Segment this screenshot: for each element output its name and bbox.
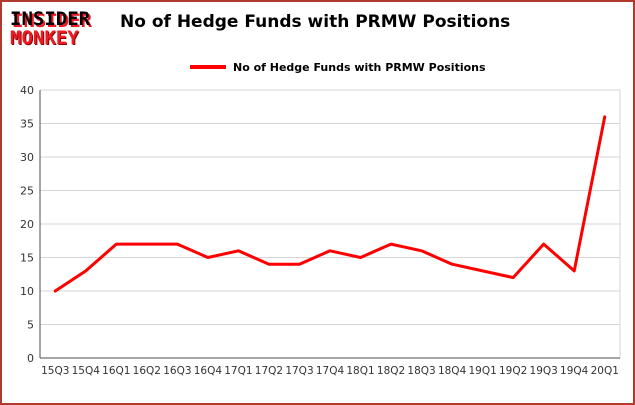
x-tick-label: 19Q2 [499, 365, 527, 377]
insider-monkey-logo: INSIDER MONKEY [10, 10, 114, 48]
x-tick-label: 17Q1 [224, 365, 252, 377]
x-tick-label: 18Q3 [407, 365, 435, 377]
x-tick-label: 15Q3 [41, 365, 69, 377]
line-chart-svg: 0 5 10 15 20 25 30 35 40 15Q3 15Q4 16Q1 16Q2 16Q3 16Q4… [20, 84, 621, 377]
x-tick-label: 19Q3 [530, 365, 558, 377]
x-tick-label: 20Q1 [591, 365, 619, 377]
y-tick-label: 15 [20, 252, 34, 265]
x-tick-label: 16Q2 [133, 365, 161, 377]
y-tick-label: 25 [20, 185, 34, 198]
y-tick-label: 10 [20, 285, 34, 298]
y-tick-label: 20 [20, 218, 34, 231]
y-tick-label: 5 [27, 319, 34, 332]
y-tick-label: 0 [27, 352, 34, 365]
x-tick-label: 18Q2 [377, 365, 405, 377]
series-line [53, 115, 607, 293]
x-tick-label: 18Q1 [346, 365, 374, 377]
x-tick-label: 19Q4 [560, 365, 589, 377]
x-tick-label: 16Q4 [194, 365, 223, 377]
x-tick-label: 19Q1 [468, 365, 496, 377]
x-tick-label: 17Q3 [285, 365, 313, 377]
y-tick-label: 40 [20, 84, 34, 97]
x-tick-label: 17Q4 [316, 365, 345, 377]
logo-text-monkey: MONKEY [10, 27, 79, 49]
y-tick-label: 30 [20, 151, 34, 164]
legend-label: No of Hedge Funds with PRMW Positions [233, 60, 486, 74]
x-tick-label: 15Q4 [72, 365, 101, 377]
logo-text-insider: INSIDER [10, 8, 91, 30]
line-chart: 0 5 10 15 20 25 30 35 40 15Q3 15Q4 16Q1 16Q2 16Q3 16Q4… [8, 80, 628, 398]
x-tick-label: 16Q1 [102, 365, 130, 377]
legend-line-swatch [190, 65, 226, 69]
chart-header: INSIDER MONKEY No of Hedge Funds with PR… [10, 10, 625, 60]
chart-title: No of Hedge Funds with PRMW Positions [120, 12, 511, 32]
x-tick-label: 16Q3 [163, 365, 191, 377]
x-tick-label: 17Q2 [255, 365, 283, 377]
x-tick-label: 18Q4 [438, 365, 467, 377]
legend: No of Hedge Funds with PRMW Positions [190, 59, 486, 75]
y-tick-label: 35 [20, 118, 34, 131]
